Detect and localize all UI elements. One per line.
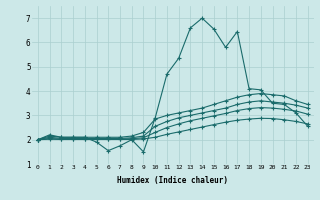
X-axis label: Humidex (Indice chaleur): Humidex (Indice chaleur)	[117, 176, 228, 185]
